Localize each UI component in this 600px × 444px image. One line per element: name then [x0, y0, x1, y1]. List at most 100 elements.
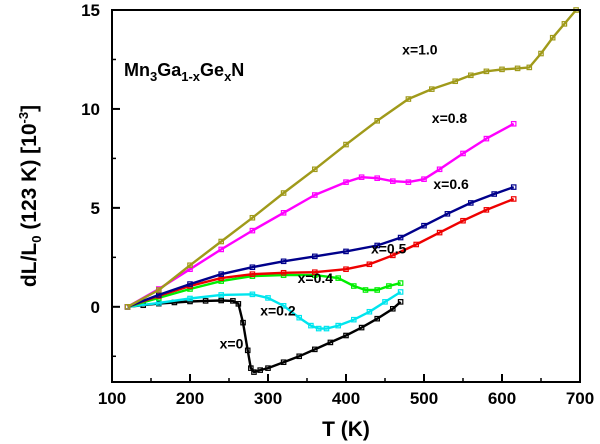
series-point-x-0-2	[351, 316, 357, 323]
series-point-x-0	[374, 315, 381, 322]
series-point-x-0-5	[280, 269, 287, 276]
series-line-x-0-6	[127, 185, 515, 308]
series-point-x-1-0	[405, 96, 412, 102]
series-label-x-1-0: x=1.0	[402, 42, 438, 58]
series-point-x-0-2	[335, 322, 342, 329]
y-axis-title-sub: 0	[29, 236, 44, 243]
series-label-x-0-6: x=0.6	[433, 176, 469, 192]
series-point-x-0-8	[280, 210, 287, 216]
y-tick-label-5: 5	[91, 199, 100, 218]
series-point-x-0	[251, 369, 257, 375]
series-line-x-1-0	[127, 9, 578, 308]
series-label-x-0-5: x=0.5	[371, 240, 407, 256]
series-point-x-0	[248, 365, 254, 371]
series-point-x-0-6	[491, 191, 498, 197]
series-layer	[124, 7, 579, 375]
series-label-x-0-4: x=0.4	[298, 270, 334, 286]
series-point-x-0	[235, 301, 242, 307]
series-point-x-0-8	[510, 120, 517, 127]
x-axis-title: T (K)	[322, 418, 370, 441]
series-point-x-0	[343, 332, 349, 339]
plot-frame	[111, 9, 581, 383]
series-point-x-1-0	[549, 34, 556, 41]
series-point-x-0-6	[312, 253, 318, 260]
y-tick-label-0: 0	[91, 298, 100, 317]
series-point-x-0	[244, 347, 251, 354]
series-point-x-1-0	[312, 166, 318, 173]
series-point-x-0-5	[460, 217, 466, 224]
series-point-x-0-5	[436, 229, 443, 236]
series-point-x-0	[397, 299, 404, 305]
series-point-x-0-8	[312, 192, 318, 198]
series-point-x-1-0	[429, 86, 435, 92]
formula-part: N	[231, 60, 244, 80]
series-point-x-0-8	[343, 179, 349, 185]
y-axis-title: dL/L0 (123 K) [10-3]	[16, 105, 44, 287]
series-point-x-0-6	[280, 258, 287, 265]
series-point-x-1-0	[218, 238, 225, 245]
series-point-x-1-0	[526, 64, 533, 71]
series-point-x-0-5	[413, 241, 420, 248]
series-point-x-1-0	[156, 287, 162, 293]
series-point-x-0-2	[366, 308, 373, 315]
series-point-x-0-8	[460, 150, 466, 157]
series-point-x-0-2	[397, 289, 404, 295]
series-point-x-0-6	[397, 234, 404, 241]
series-point-x-0-6	[468, 200, 474, 206]
series-point-x-0-5	[510, 196, 517, 202]
series-point-x-0-5	[483, 207, 490, 213]
series-line-x-0-4	[127, 273, 401, 308]
y-axis-title-mid: (123 K) [10	[18, 123, 41, 235]
series-point-x-0-2	[280, 303, 287, 309]
series-point-x-0-8	[405, 179, 412, 185]
series-point-x-1-0	[468, 72, 474, 79]
y-axis-title-sup: -3	[16, 112, 31, 124]
series-point-x-0	[257, 367, 264, 373]
series-point-x-0-8	[390, 178, 396, 184]
series-point-x-0	[390, 305, 396, 312]
series-point-x-0	[312, 346, 318, 353]
series-point-x-0-4	[362, 287, 369, 293]
series-point-x-0	[358, 324, 365, 331]
series-point-x-0-2	[323, 325, 330, 332]
series-point-x-1-0	[124, 304, 131, 310]
series-label-x-0-8: x=0.8	[432, 110, 468, 126]
series-label-x-0-2: x=0.2	[260, 303, 296, 319]
series-point-x-1-0	[499, 66, 505, 73]
series-point-x-0-5	[249, 271, 256, 277]
formula-part: 1-x	[181, 69, 201, 84]
series-labels: x=0 x=0.2 x=0.4 x=0.5 x=0.6 x=0.8 x=1.0	[220, 42, 469, 352]
series-line-x-0-5	[127, 197, 515, 308]
series-point-x-0-2	[249, 291, 256, 298]
series-label-x-0: x=0	[220, 335, 244, 351]
series-point-x-1-0	[514, 65, 521, 72]
y-axis-title-end: ]	[18, 105, 41, 112]
series-point-x-0-8	[436, 166, 443, 173]
series-point-x-0-2	[382, 299, 388, 305]
series-point-x-0-2	[315, 325, 322, 332]
series-point-x-0-6	[343, 248, 349, 255]
series-point-x-1-0	[452, 78, 459, 85]
x-tick-label-300: 300	[254, 389, 282, 408]
series-point-x-0-2	[296, 314, 303, 321]
series-point-x-0-2	[308, 322, 314, 329]
series-point-x-0	[327, 339, 334, 346]
y-tick-label-10: 10	[81, 100, 100, 119]
series-point-x-0-6	[374, 242, 381, 249]
series-line-x-0-8	[127, 122, 515, 308]
series-point-x-0-6	[187, 281, 193, 287]
series-point-x-0-4	[397, 280, 404, 286]
x-tick-label-200: 200	[176, 389, 204, 408]
series-point-x-0	[265, 365, 271, 371]
series-point-x-0-8	[218, 246, 225, 253]
series-point-x-1-0	[483, 68, 490, 75]
series-point-x-0-8	[358, 174, 365, 181]
series-point-x-0-4	[374, 287, 381, 293]
series-point-x-0-6	[249, 264, 256, 271]
y-axis-title-main: dL/L	[18, 243, 41, 287]
series-point-x-0-4	[335, 275, 342, 281]
series-point-x-0-4	[351, 283, 357, 289]
x-tick-label-600: 600	[488, 389, 516, 408]
series-point-x-0-2	[187, 295, 193, 302]
